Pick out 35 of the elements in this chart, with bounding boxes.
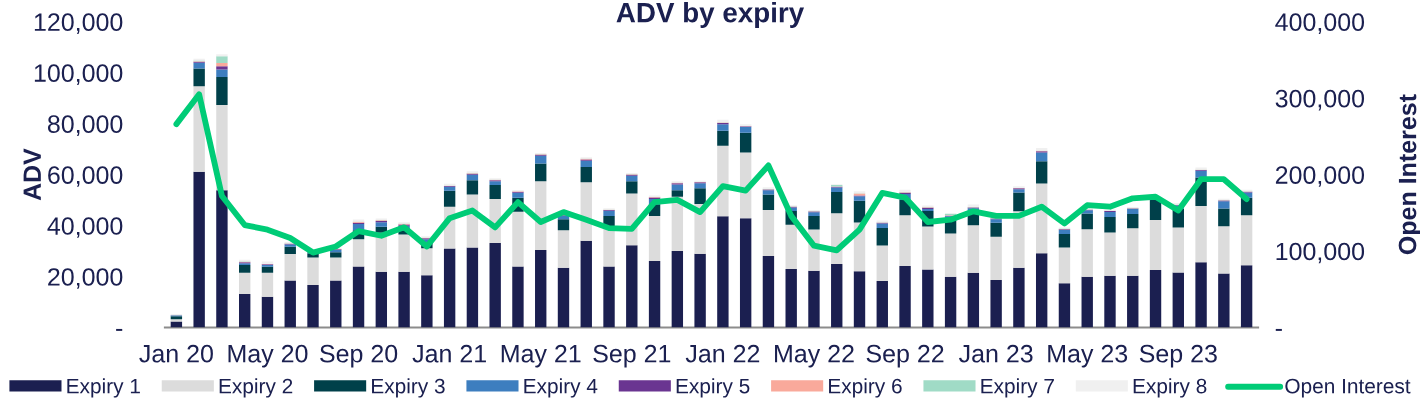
y2-tick-label: -: [1275, 328, 1282, 331]
y-tick-label: 80,000: [47, 115, 123, 136]
y2-tick-label: 300,000: [1275, 89, 1365, 111]
y2-tick-label: 400,000: [1275, 13, 1365, 34]
y2-tick-label: 100,000: [1276, 242, 1365, 264]
legend-label: Open Interest: [1285, 378, 1411, 398]
y-axis-title: ADV: [23, 148, 41, 201]
y-tick-label: 20,000: [48, 268, 123, 289]
x-tick-label: May 22: [775, 344, 854, 368]
y-tick-label: -: [116, 328, 123, 331]
x-tick-label: Jan 22: [685, 344, 760, 363]
y2-tick-label: 200,000: [1275, 166, 1365, 187]
x-tick-label: May 23: [1048, 344, 1128, 368]
legend-label: Expiry 1: [67, 378, 140, 398]
legend-label: Expiry 4: [524, 378, 598, 398]
x-tick-label: Sep 21: [593, 344, 671, 368]
x-tick-label: Jan 23: [959, 344, 1033, 363]
y-tick-label: 120,000: [34, 13, 123, 34]
legend-label: Expiry 6: [829, 378, 902, 398]
y-tick-label: 40,000: [47, 217, 123, 238]
chart-title: ADV by expiry: [616, 2, 805, 28]
x-tick-label: Sep 20: [320, 344, 398, 368]
x-tick-label: Sep 22: [866, 344, 944, 368]
y-tick-label: 100,000: [34, 64, 123, 85]
legend-label: Expiry 8: [1133, 378, 1207, 398]
x-tick-label: Sep 23: [1139, 344, 1217, 368]
x-tick-label: May 21: [501, 344, 581, 368]
legend-label: Expiry 7: [981, 378, 1054, 398]
legend-label: Expiry 5: [676, 378, 750, 398]
x-tick-label: Jan 21: [412, 344, 486, 363]
x-tick-label: Jan 20: [139, 344, 213, 363]
y-tick-label: 60,000: [48, 166, 123, 187]
x-tick-label: May 20: [228, 344, 308, 368]
legend-label: Expiry 2: [219, 378, 293, 398]
legend-label: Expiry 3: [372, 378, 445, 398]
